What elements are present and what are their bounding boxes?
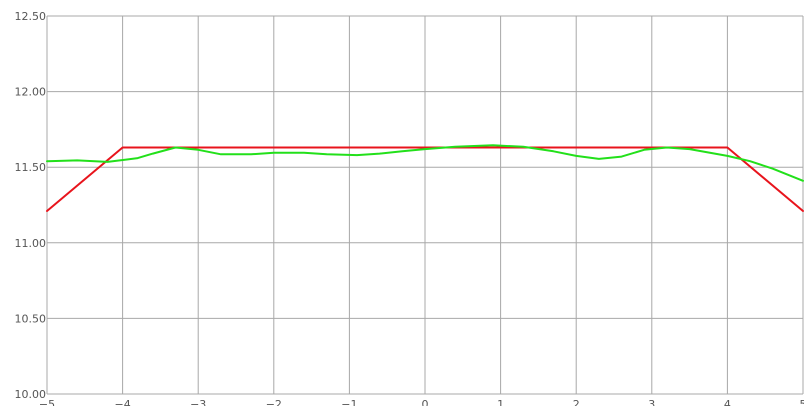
- y-tick-label: 11.50: [15, 161, 47, 174]
- x-tick-label: −1: [341, 398, 357, 406]
- x-tick-label: 4: [724, 398, 731, 406]
- y-tick-label: 11.00: [15, 237, 47, 250]
- x-tick-label: 3: [648, 398, 655, 406]
- x-tick-label: 1: [497, 398, 504, 406]
- y-tick-label: 12.00: [15, 86, 47, 99]
- grid: [46, 15, 804, 395]
- y-tick-label: 10.50: [15, 312, 47, 325]
- series-layer: [46, 144, 804, 212]
- tick-labels: −5 −4 −3 −2 −1 0 1 2 3 4 5 10.00 10.50 11.00 11.50 12.0…: [15, 10, 804, 406]
- x-tick-label: −4: [114, 398, 130, 406]
- x-tick-label: 2: [573, 398, 580, 406]
- y-tick-label: 10.00: [15, 388, 47, 401]
- y-tick-label: 12.50: [15, 10, 47, 23]
- x-tick-label: −2: [266, 398, 282, 406]
- x-tick-label: 5: [800, 398, 804, 406]
- series-line-1: [46, 146, 804, 212]
- series-line-2: [46, 144, 804, 182]
- x-tick-label: −5: [39, 398, 55, 406]
- x-tick-label: −3: [190, 398, 206, 406]
- x-tick-label: 0: [422, 398, 429, 406]
